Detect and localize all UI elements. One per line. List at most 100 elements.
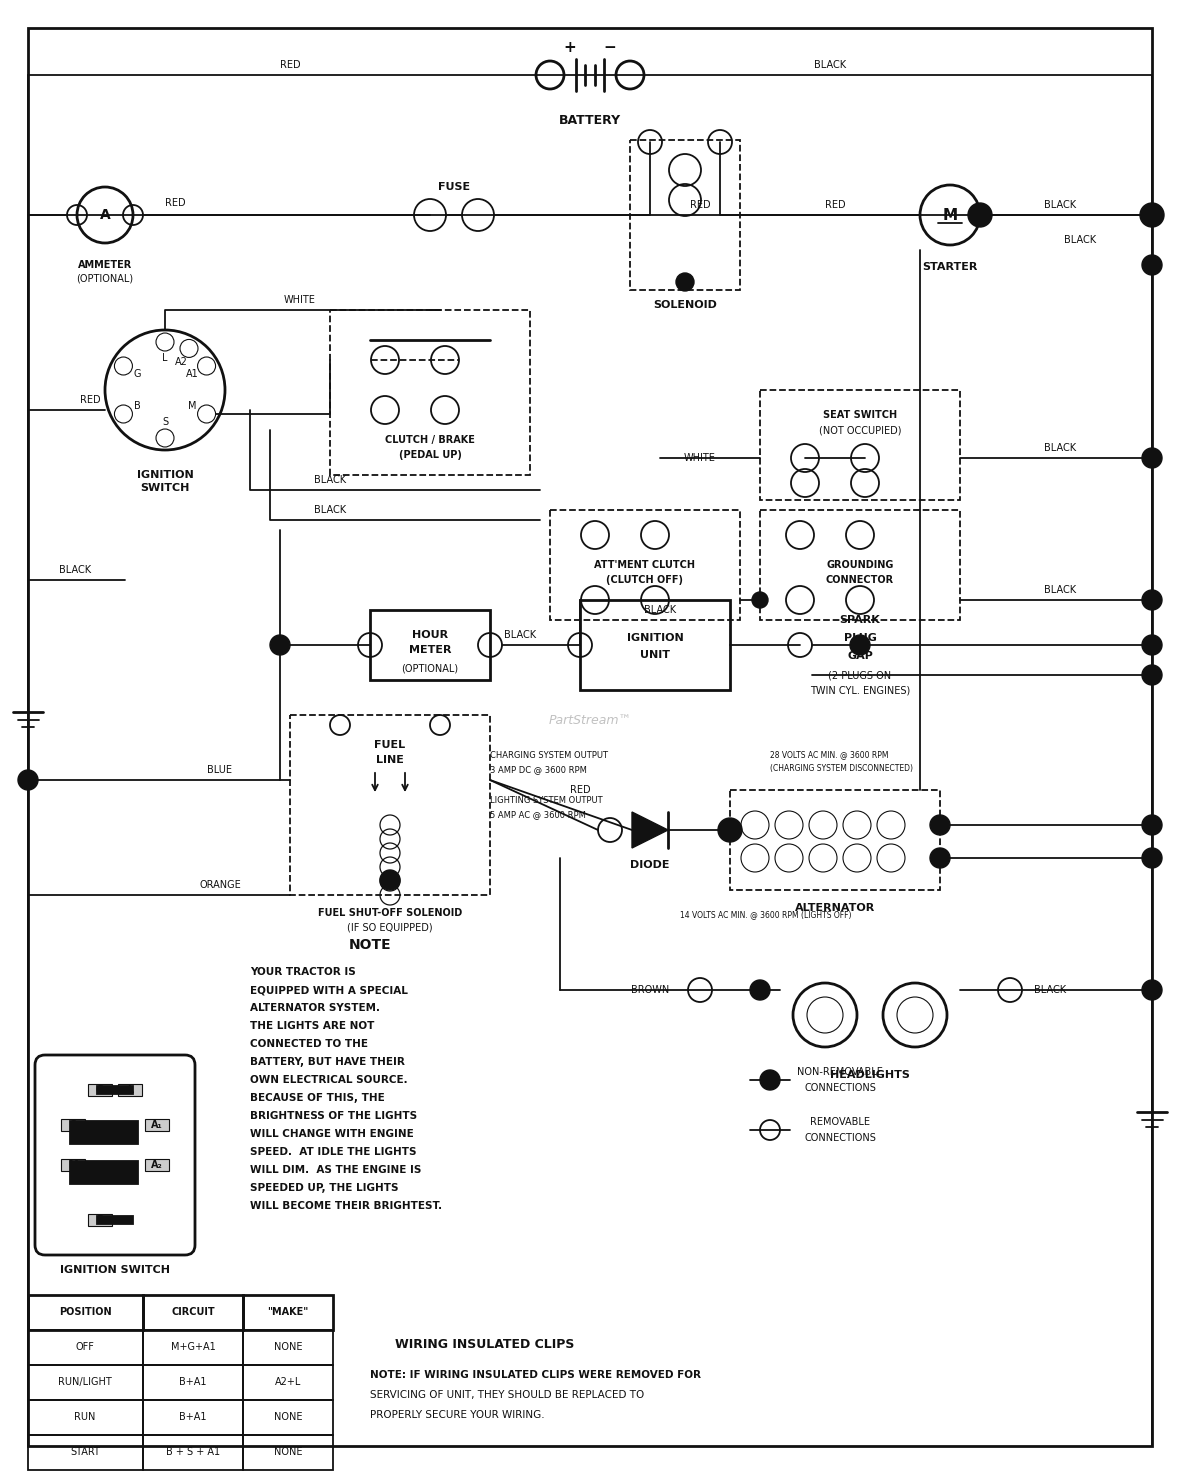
Text: PLUG: PLUG	[844, 632, 877, 643]
Text: (2 PLUGS ON: (2 PLUGS ON	[828, 671, 892, 680]
Text: "MAKE": "MAKE"	[268, 1307, 309, 1316]
Text: BLACK: BLACK	[1044, 444, 1076, 453]
Text: CONNECTIONS: CONNECTIONS	[804, 1083, 876, 1094]
Text: RED: RED	[689, 200, 710, 209]
Text: −: −	[604, 40, 616, 55]
Text: PartStream™: PartStream™	[549, 713, 631, 727]
Bar	[330, 310, 530, 475]
Text: AMMETER: AMMETER	[78, 259, 132, 270]
Text: 3 AMP DC @ 3600 RPM: 3 AMP DC @ 3600 RPM	[490, 765, 586, 774]
Text: HOUR: HOUR	[412, 629, 448, 640]
Circle shape	[1142, 635, 1162, 654]
Text: 28 VOLTS AC MIN. @ 3600 RPM: 28 VOLTS AC MIN. @ 3600 RPM	[771, 750, 889, 759]
Circle shape	[270, 635, 290, 654]
Bar	[28, 1365, 143, 1400]
Bar	[70, 1162, 138, 1184]
Text: BLACK: BLACK	[814, 60, 846, 69]
Text: A: A	[99, 208, 111, 223]
Bar	[118, 1083, 142, 1097]
Text: WILL DIM.  AS THE ENGINE IS: WILL DIM. AS THE ENGINE IS	[250, 1164, 421, 1175]
Bar	[290, 715, 490, 895]
Text: G: G	[133, 368, 142, 379]
Bar	[143, 1330, 243, 1365]
Text: BLACK: BLACK	[504, 629, 536, 640]
Text: M: M	[943, 208, 957, 223]
Text: BLACK: BLACK	[644, 604, 676, 615]
Bar	[97, 1216, 133, 1223]
Bar	[61, 1119, 85, 1131]
Text: PROPERLY SECURE YOUR WIRING.: PROPERLY SECURE YOUR WIRING.	[371, 1411, 545, 1419]
Bar	[760, 510, 961, 621]
Text: UNIT: UNIT	[640, 650, 670, 660]
Text: BLACK: BLACK	[314, 475, 346, 485]
Text: RED: RED	[165, 198, 185, 208]
Text: FUEL: FUEL	[374, 740, 406, 750]
Bar	[61, 1159, 85, 1170]
Circle shape	[1142, 815, 1162, 834]
Text: GROUNDING: GROUNDING	[826, 560, 893, 570]
Circle shape	[1140, 203, 1163, 227]
Bar	[243, 1436, 333, 1470]
Text: RED: RED	[570, 786, 590, 794]
Text: B: B	[97, 1215, 104, 1225]
Text: BLUE: BLUE	[208, 765, 232, 775]
Text: STARTER: STARTER	[923, 262, 978, 273]
Bar	[143, 1436, 243, 1470]
Circle shape	[676, 273, 694, 290]
Text: BLACK: BLACK	[1044, 200, 1076, 209]
Text: S: S	[162, 417, 168, 427]
Text: SOLENOID: SOLENOID	[653, 301, 717, 310]
Circle shape	[1142, 255, 1162, 276]
Circle shape	[930, 848, 950, 868]
Text: YOUR TRACTOR IS: YOUR TRACTOR IS	[250, 967, 355, 977]
Circle shape	[968, 203, 992, 227]
Bar	[70, 1122, 138, 1144]
Text: OFF: OFF	[76, 1341, 94, 1352]
Circle shape	[380, 870, 400, 890]
Text: THE LIGHTS ARE NOT: THE LIGHTS ARE NOT	[250, 1021, 374, 1030]
Text: BATTERY, BUT HAVE THEIR: BATTERY, BUT HAVE THEIR	[250, 1057, 405, 1067]
Text: BLACK: BLACK	[59, 565, 91, 575]
Text: ALTERNATOR SYSTEM.: ALTERNATOR SYSTEM.	[250, 1002, 380, 1013]
Polygon shape	[632, 812, 668, 848]
Circle shape	[1142, 848, 1162, 868]
Bar	[243, 1400, 333, 1436]
Text: CONNECTIONS: CONNECTIONS	[804, 1134, 876, 1142]
Text: RUN: RUN	[74, 1412, 96, 1422]
Text: GAP: GAP	[847, 652, 873, 660]
Text: METER: METER	[408, 646, 451, 654]
Text: NON-REMOVABLE: NON-REMOVABLE	[796, 1067, 883, 1077]
Bar	[145, 1159, 169, 1170]
Text: A2: A2	[175, 357, 188, 367]
Bar	[760, 391, 961, 500]
Bar	[550, 510, 740, 621]
Bar	[243, 1365, 333, 1400]
Text: IGNITION: IGNITION	[627, 632, 683, 643]
Bar	[630, 140, 740, 290]
Text: WILL CHANGE WITH ENGINE: WILL CHANGE WITH ENGINE	[250, 1129, 414, 1139]
Circle shape	[760, 1070, 780, 1089]
Bar	[581, 600, 730, 690]
Text: BROWN: BROWN	[631, 985, 669, 995]
Text: CLUTCH / BRAKE: CLUTCH / BRAKE	[385, 435, 474, 445]
Text: A₁: A₁	[151, 1120, 163, 1131]
Text: HEADLIGHTS: HEADLIGHTS	[830, 1070, 910, 1080]
Text: WIRING INSULATED CLIPS: WIRING INSULATED CLIPS	[395, 1338, 575, 1352]
Circle shape	[750, 980, 771, 999]
Text: SPEEDED UP, THE LIGHTS: SPEEDED UP, THE LIGHTS	[250, 1184, 399, 1192]
Text: NOTE: IF WIRING INSULATED CLIPS WERE REMOVED FOR: NOTE: IF WIRING INSULATED CLIPS WERE REM…	[371, 1369, 701, 1380]
Text: CONNECTED TO THE: CONNECTED TO THE	[250, 1039, 368, 1049]
Text: BLACK: BLACK	[1034, 985, 1066, 995]
Text: ALTERNATOR: ALTERNATOR	[795, 904, 876, 912]
Text: RED: RED	[80, 395, 100, 405]
Circle shape	[1142, 590, 1162, 610]
Text: B + S + A1: B + S + A1	[166, 1447, 219, 1456]
Bar	[145, 1119, 169, 1131]
Text: A1: A1	[186, 368, 199, 379]
Bar	[97, 1086, 133, 1094]
Text: BLACK: BLACK	[1044, 585, 1076, 595]
Bar	[243, 1296, 333, 1330]
Circle shape	[18, 769, 38, 790]
Bar	[88, 1083, 112, 1097]
Text: POSITION: POSITION	[59, 1307, 111, 1316]
